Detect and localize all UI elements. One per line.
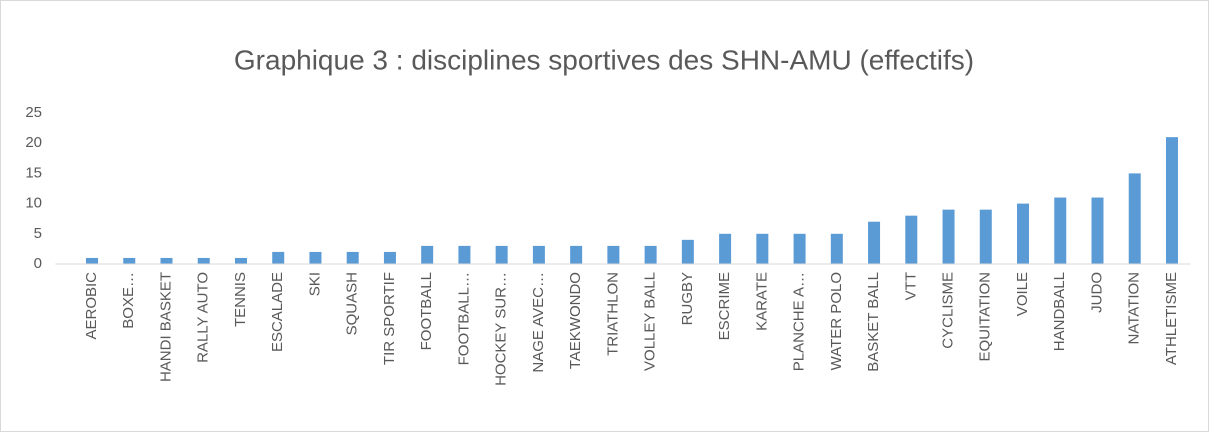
x-tick-label: BASKET BALL xyxy=(865,272,882,372)
bar xyxy=(868,221,881,264)
x-tick-label: TIR SPORTIF xyxy=(381,272,398,365)
bar xyxy=(1017,203,1030,264)
x-tick-label: WATER POLO xyxy=(828,272,845,370)
x-tick-label: TENNIS xyxy=(232,272,249,327)
bar xyxy=(197,257,210,264)
x-tick-label: VTT xyxy=(902,272,919,300)
bar xyxy=(793,233,806,264)
x-tick-label: EQUITATION xyxy=(977,272,994,361)
x-tick-label: BOXE… xyxy=(120,272,137,329)
y-tick-label: 5 xyxy=(34,225,42,242)
x-tick-label: VOLLEY BALL xyxy=(642,272,659,371)
bar xyxy=(309,251,322,264)
y-tick-label: 25 xyxy=(25,104,42,121)
x-tick-label: ATHLETISME xyxy=(1163,272,1180,365)
x-tick-label: NATATION xyxy=(1126,272,1143,345)
x-tick-label: RALLY AUTO xyxy=(195,272,212,363)
x-tick-label: TAEKWONDO xyxy=(567,272,584,369)
x-tick-label: SQUASH xyxy=(344,272,361,335)
x-tick-label: TRIATHLON xyxy=(604,272,621,356)
bar xyxy=(681,239,694,264)
x-tick-label: HOCKEY SUR… xyxy=(493,272,510,386)
bar xyxy=(346,251,359,264)
bar xyxy=(86,257,99,264)
bar xyxy=(905,215,918,264)
y-tick-label: 20 xyxy=(25,134,42,151)
bar xyxy=(719,233,732,264)
bar xyxy=(1128,173,1141,264)
bar xyxy=(570,245,583,264)
bar xyxy=(123,257,136,264)
x-tick-label: JUDO xyxy=(1088,272,1105,313)
x-tick-label: PLANCHE A… xyxy=(791,272,808,371)
bar xyxy=(942,209,955,264)
x-tick-label: NAGE AVEC… xyxy=(530,272,547,373)
x-tick-label: AEROBIC xyxy=(83,272,100,340)
bar xyxy=(532,245,545,264)
y-tick-label: 10 xyxy=(25,195,42,212)
y-tick-label: 15 xyxy=(25,164,42,181)
bar xyxy=(234,257,247,264)
bar xyxy=(495,245,508,264)
bar xyxy=(979,209,992,264)
x-tick-label: HANDBALL xyxy=(1051,272,1068,351)
x-tick-label: VOILE xyxy=(1014,272,1031,316)
x-tick-label: RUGBY xyxy=(679,272,696,325)
bar xyxy=(421,245,434,264)
bar xyxy=(1165,137,1178,264)
x-tick-label: KARATE xyxy=(753,272,770,331)
x-tick-label: HANDI BASKET xyxy=(157,272,174,382)
bar xyxy=(756,233,769,264)
x-tick-label: SKI xyxy=(306,272,323,296)
chart-title: Graphique 3 : disciplines sportives des … xyxy=(234,44,974,75)
bar xyxy=(458,245,471,264)
bar xyxy=(1091,197,1104,264)
x-tick-label: ESCALADE xyxy=(269,272,286,352)
x-tick-label: ESCRIME xyxy=(716,272,733,340)
x-tick-label: CYCLISME xyxy=(940,272,957,349)
x-tick-label: FOOTBALL… xyxy=(455,272,472,365)
y-tick-label: 0 xyxy=(34,255,42,272)
bar xyxy=(160,257,173,264)
x-tick-label: FOOTBALL xyxy=(418,272,435,350)
bar xyxy=(272,251,285,264)
bar xyxy=(830,233,843,264)
bar xyxy=(607,245,620,264)
bar xyxy=(383,251,396,264)
bar xyxy=(644,245,657,264)
bar xyxy=(1054,197,1067,264)
